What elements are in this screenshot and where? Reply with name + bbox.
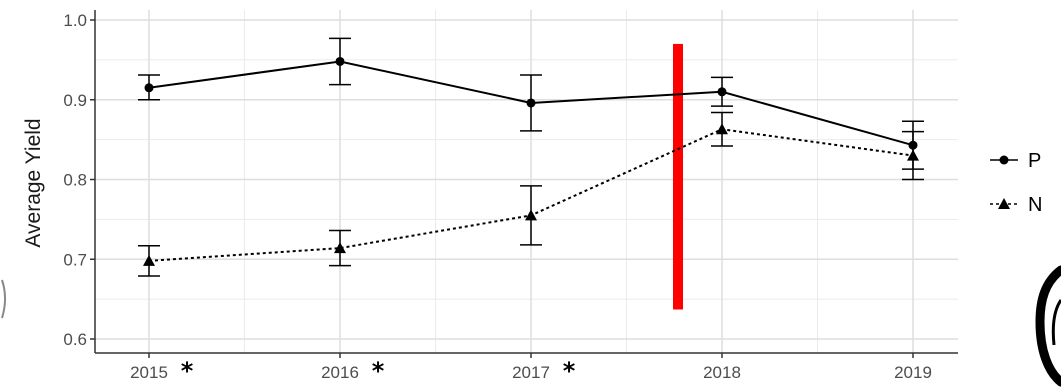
series-P [138, 37, 924, 170]
legend-label-N: N [1028, 194, 1042, 216]
left-edge-decoration [1, 279, 6, 319]
axes: 1.0 0.9 0.8 0.7 0.6 2015 * 2016 * 2017 * 2018 2019 [63, 10, 958, 385]
significance-star: * [563, 357, 576, 385]
legend-item-N: N [990, 194, 1042, 216]
series-N [138, 111, 924, 277]
y-tick-label: 0.6 [63, 330, 87, 349]
data-point-N [525, 209, 537, 221]
data-point-P [717, 87, 727, 97]
data-point-P [526, 98, 536, 108]
legend-marker-N [998, 198, 1010, 209]
red-marker-bar [673, 43, 683, 310]
significance-star: * [372, 357, 385, 385]
legend-marker-P [999, 155, 1009, 165]
legend-label-P: P [1028, 150, 1041, 172]
x-tick-label: 2016 [321, 363, 359, 382]
y-axis-label: Average Yield [22, 118, 45, 247]
data-point-P [335, 56, 345, 66]
data-point-N [716, 123, 728, 135]
grid [95, 10, 958, 353]
x-tick-label: 2017 [512, 363, 550, 382]
data-point-N [143, 254, 155, 266]
x-tick-label: 2019 [894, 363, 932, 382]
data-point-P [144, 83, 154, 93]
y-tick-label: 0.8 [63, 171, 87, 190]
legend-item-P: P [990, 150, 1041, 172]
annotation [673, 43, 683, 310]
y-tick-label: 1.0 [63, 11, 87, 30]
significance-star: * [181, 357, 194, 385]
x-tick-label: 2018 [703, 363, 741, 382]
curl-decoration [1035, 265, 1061, 387]
data-point-N [334, 242, 346, 254]
y-tick-label: 0.9 [63, 91, 87, 110]
legend: PN [990, 150, 1042, 216]
data-point-N [907, 149, 919, 161]
x-tick-label: 2015 [130, 363, 168, 382]
y-tick-label: 0.7 [63, 250, 87, 269]
series [138, 37, 924, 277]
